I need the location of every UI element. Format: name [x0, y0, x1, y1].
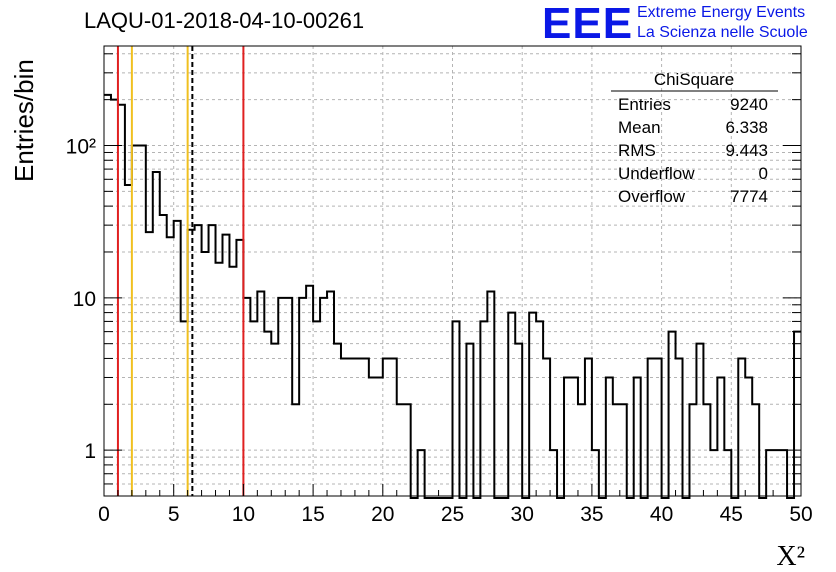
y-tick-label: 1: [84, 440, 96, 463]
brand-line-1: Extreme Energy Events: [637, 4, 806, 21]
stats-row-value: 6.338: [725, 118, 768, 137]
tick-labels-layer: 0 5 10 15 20 25 30 35 40 45 50 1 10 10²: [66, 135, 813, 526]
stats-row-label: Overflow: [618, 187, 686, 206]
x-tick-label: 10: [232, 503, 255, 526]
x-tick-label: 30: [511, 503, 534, 526]
stats-title: ChiSquare: [654, 70, 734, 89]
run-title: LAQU-01-2018-04-10-00261: [84, 8, 365, 33]
stats-row-value: 9240: [730, 95, 768, 114]
x-tick-label: 35: [580, 503, 603, 526]
marker-lines-layer: [116, 46, 245, 496]
ticks-layer: [103, 53, 802, 497]
stats-row-label: Underflow: [618, 164, 695, 183]
stats-row-value: 7774: [730, 187, 768, 206]
stats-row-value: 0: [759, 164, 768, 183]
histogram-layer: [104, 93, 801, 499]
x-tick-label: 40: [650, 503, 673, 526]
stats-row-value: 9.443: [725, 141, 768, 160]
y-axis-label: Entries/bin: [9, 59, 39, 182]
stats-row-label: Mean: [618, 118, 661, 137]
eee-logo: EEE: [542, 0, 634, 48]
y-tick-label: 10: [73, 288, 96, 311]
x-tick-label: 0: [98, 503, 110, 526]
x-axis-label: X²: [776, 541, 805, 572]
x-tick-label: 25: [441, 503, 464, 526]
stats-row-label: Entries: [618, 95, 671, 114]
x-tick-label: 45: [720, 503, 743, 526]
stats-rows: Entries 9240 Mean 6.338 RMS 9.443 Underflow 0 Ov…: [618, 95, 768, 206]
histogram-outline: [104, 93, 801, 499]
brand-line-2: La Scienza nelle Scuole: [637, 24, 808, 41]
y-tick-label: 10²: [66, 135, 96, 158]
x-tick-label: 5: [168, 503, 180, 526]
x-tick-label: 50: [789, 503, 812, 526]
stats-row-label: RMS: [618, 141, 656, 160]
x-tick-label: 20: [371, 503, 394, 526]
x-tick-label: 15: [301, 503, 324, 526]
stats-box: ChiSquare Entries 9240 Mean 6.338 RMS 9.443 Un…: [611, 70, 778, 206]
